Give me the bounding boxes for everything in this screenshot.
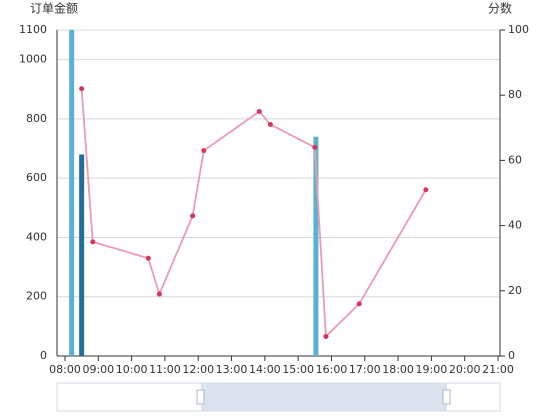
x-tick-label: 20:00 [449,363,481,376]
y-axis-title: 订单金额 [30,1,78,16]
line-marker [256,109,262,114]
x-tick-label: 15:00 [282,363,314,376]
y2-tick-label: 20 [508,284,522,297]
x-tick-label: 09:00 [82,363,114,376]
y-tick-label: 1000 [19,53,47,66]
line-marker [79,86,85,92]
line [80,88,427,339]
x-tick-label: 17:00 [349,363,381,376]
y-tick-label: 600 [26,171,47,184]
y-tick-label: 400 [26,230,47,243]
line-marker [356,301,362,307]
zoom-window[interactable] [201,383,447,411]
line-marker [201,148,207,154]
x-tick-label: 10:00 [116,363,148,376]
bar [313,136,319,356]
y2-tick-label: 100 [508,23,529,36]
zoom-handle[interactable] [442,389,451,405]
bar [79,154,85,356]
line-marker [423,187,429,193]
line-marker [190,213,196,219]
zoom-handle[interactable] [196,389,205,405]
bar [69,30,75,356]
line-marker [312,144,318,150]
x-tick-label: 18:00 [382,363,414,376]
x-tick-label: 19:00 [416,363,448,376]
y2-tick-label: 40 [508,219,522,232]
y-tick-label: 1100 [19,23,47,36]
y-tick-label: 800 [26,112,47,125]
y2-tick-label: 80 [508,88,522,101]
line-marker [90,239,96,245]
x-tick-label: 21:00 [482,363,514,376]
line-marker [323,333,329,339]
y-tick-label: 0 [40,349,47,362]
y-tick-label: 200 [26,290,47,303]
x-tick-label: 16:00 [316,363,348,376]
x-tick-label: 12:00 [182,363,214,376]
y2-tick-label: 60 [508,153,522,166]
line-marker [267,122,273,128]
y2-tick-label: 0 [508,349,515,362]
data-zoom[interactable] [56,382,501,412]
line-marker [145,255,151,261]
x-tick-label: 13:00 [216,363,248,376]
line-marker [156,291,162,297]
y2-axis-title: 分数 [488,1,512,16]
x-tick-label: 08:00 [49,363,81,376]
x-tick-label: 11:00 [149,363,181,376]
x-tick-label: 14:00 [249,363,281,376]
